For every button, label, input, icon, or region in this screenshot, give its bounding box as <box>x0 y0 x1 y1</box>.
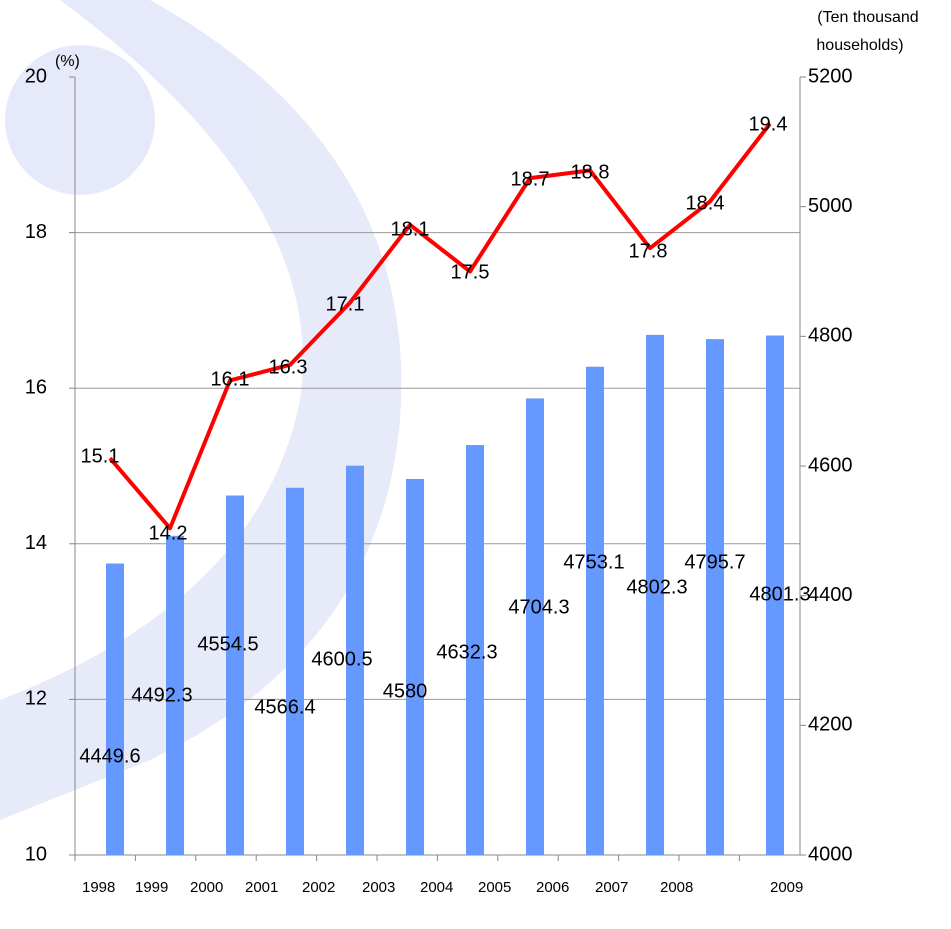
data-label: 14.2 <box>149 522 188 544</box>
x-tick-label: 2007 <box>595 879 628 896</box>
bar <box>466 445 484 855</box>
y-axis-unit: (%) <box>55 53 80 70</box>
data-label: 4795.7 <box>684 551 745 573</box>
bar <box>166 535 184 855</box>
y-tick-label: 20 <box>25 65 47 87</box>
data-label: 4449.6 <box>79 745 140 767</box>
data-label: 17.8 <box>629 240 668 262</box>
data-label: 18.1 <box>391 218 430 240</box>
y2-tick-label: 4800 <box>808 325 853 347</box>
bar <box>706 339 724 855</box>
data-label: 16.1 <box>211 368 250 390</box>
y2-tick-label: 5000 <box>808 195 853 217</box>
data-label: 16.3 <box>269 356 308 378</box>
x-tick-label: 1998 <box>82 879 115 896</box>
watermark <box>0 0 402 820</box>
y-tick-label: 14 <box>25 532 47 554</box>
data-label: 4632.3 <box>436 641 497 663</box>
data-label: 17.5 <box>451 261 490 283</box>
x-tick-label: 2008 <box>660 879 693 896</box>
y2-tick-label: 4000 <box>808 843 853 865</box>
x-tick-label: 2004 <box>420 879 453 896</box>
bar <box>586 366 604 855</box>
bar <box>526 398 544 855</box>
data-label: 4492.3 <box>131 684 192 706</box>
x-tick-label: 2002 <box>302 879 335 896</box>
bar <box>286 487 304 855</box>
bar <box>646 334 664 855</box>
y2-tick-label: 4200 <box>808 714 853 736</box>
data-label: 18.8 <box>571 161 610 183</box>
data-label: 4802.3 <box>626 576 687 598</box>
data-label: 17.1 <box>326 293 365 315</box>
data-label: 4801.3 <box>749 583 810 605</box>
x-tick-label: 2006 <box>536 879 569 896</box>
bar <box>106 563 124 855</box>
data-label: 18.4 <box>686 192 725 214</box>
y-tick-label: 16 <box>25 376 47 398</box>
y2-tick-label: 4400 <box>808 584 853 606</box>
data-label: 4580 <box>383 680 428 702</box>
data-label: 18.7 <box>511 168 550 190</box>
data-label: 4704.3 <box>508 596 569 618</box>
bar <box>226 495 244 855</box>
x-tick-label: 2003 <box>362 879 395 896</box>
data-label: 4566.4 <box>254 696 315 718</box>
y-tick-label: 18 <box>25 221 47 243</box>
y-tick-label: 12 <box>25 688 47 710</box>
x-tick-label: 2009 <box>770 879 803 896</box>
x-tick-label: 2001 <box>245 879 278 896</box>
y2-axis-unit: (Ten thousand <box>817 9 918 26</box>
x-tick-label: 2005 <box>478 879 511 896</box>
bar <box>346 465 364 855</box>
data-label: 4600.5 <box>311 648 372 670</box>
y-tick-label: 10 <box>25 843 47 865</box>
y2-tick-label: 5200 <box>808 65 853 87</box>
data-label: 4554.5 <box>197 633 258 655</box>
data-label: 19.4 <box>749 113 788 135</box>
bar <box>766 335 784 856</box>
bar <box>406 478 424 855</box>
x-tick-label: 2000 <box>190 879 223 896</box>
data-label: 4753.1 <box>563 551 624 573</box>
y2-axis-unit: households) <box>816 37 903 54</box>
line <box>108 122 772 531</box>
y2-tick-label: 4600 <box>808 454 853 476</box>
x-tick-label: 1999 <box>135 879 168 896</box>
data-label: 15.1 <box>81 445 120 467</box>
